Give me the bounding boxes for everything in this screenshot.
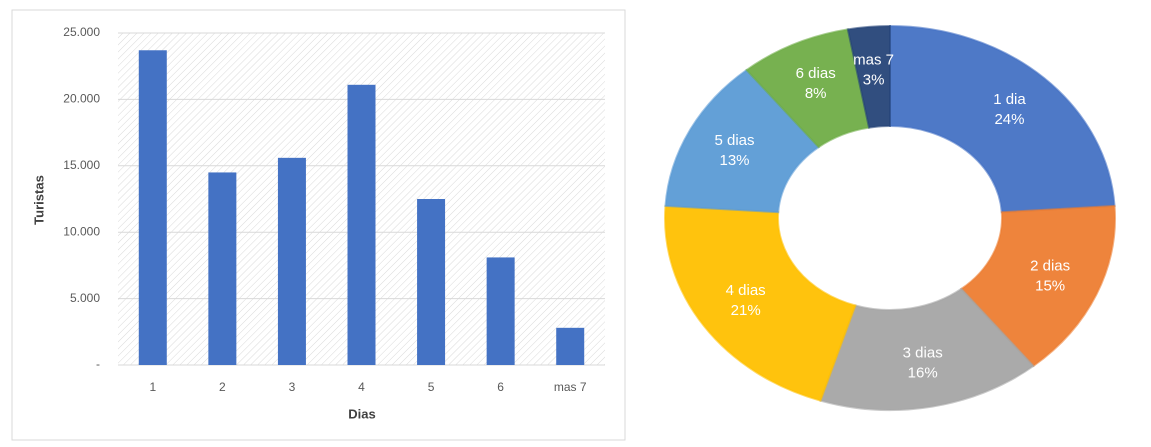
- bar: [277, 157, 306, 365]
- x-axis-label: Dias: [348, 406, 375, 421]
- bar: [208, 172, 237, 365]
- segment-value-label: 21%: [731, 302, 761, 319]
- x-tick-label: 4: [358, 380, 365, 394]
- segment-value-label: 13%: [720, 152, 750, 169]
- y-axis-label: Turistas: [31, 175, 46, 225]
- y-tick-label: 25.000: [63, 25, 100, 39]
- segment-label: 4 dias: [726, 282, 766, 299]
- segment-value-label: 8%: [805, 85, 827, 102]
- donut-segment: [846, 24, 891, 129]
- bar: [417, 199, 446, 365]
- donut-segment: [819, 287, 1035, 411]
- segment-label: 6 dias: [796, 65, 836, 82]
- x-tick-label: 5: [428, 380, 435, 394]
- bar: [138, 50, 167, 365]
- segment-value-label: 16%: [908, 364, 938, 381]
- segment-label: mas 7: [853, 52, 894, 69]
- segment-value-label: 24%: [994, 111, 1024, 128]
- segment-label: 1 dia: [993, 91, 1026, 108]
- x-tick-label: mas 7: [554, 380, 587, 394]
- bar: [486, 257, 515, 365]
- segment-label: 5 dias: [715, 132, 755, 149]
- y-tick-label: -: [96, 357, 100, 371]
- x-tick-label: 3: [289, 380, 296, 394]
- segment-label: 3 dias: [903, 344, 943, 361]
- bar: [556, 327, 585, 365]
- segment-value-label: 15%: [1035, 278, 1065, 295]
- y-tick-label: 10.000: [63, 224, 100, 238]
- y-tick-label: 15.000: [63, 158, 100, 172]
- segment-value-label: 3%: [863, 72, 885, 89]
- donut-segment: [889, 24, 1116, 214]
- segment-label: 2 dias: [1030, 258, 1070, 275]
- y-tick-label: 5.000: [70, 291, 100, 305]
- x-tick-label: 6: [497, 380, 504, 394]
- donut-segment: [664, 204, 857, 402]
- x-tick-label: 1: [149, 380, 156, 394]
- x-tick-label: 2: [219, 380, 226, 394]
- y-tick-label: 20.000: [63, 92, 100, 106]
- donut-segment: [959, 204, 1116, 368]
- bar: [347, 84, 376, 366]
